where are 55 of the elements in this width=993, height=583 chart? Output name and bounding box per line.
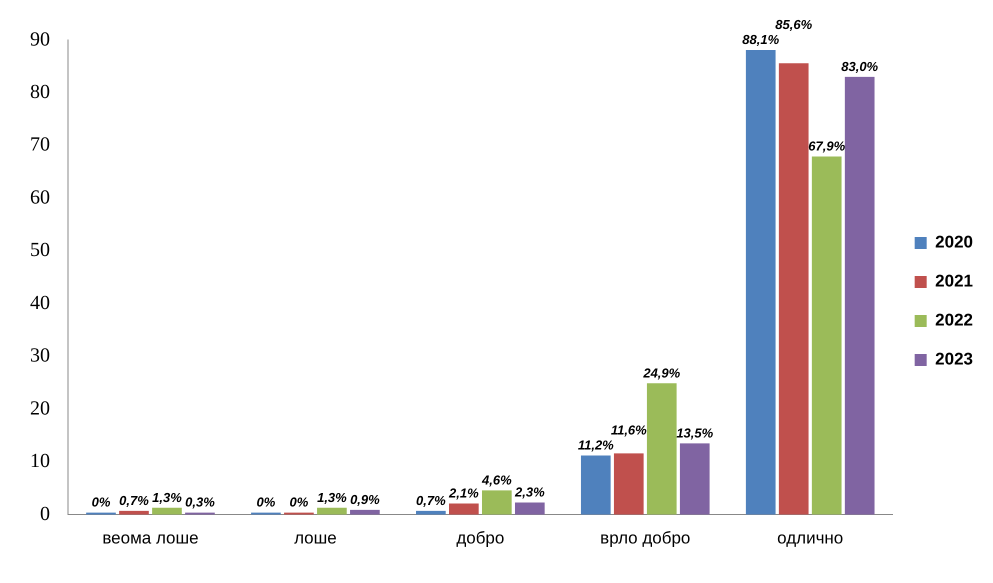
bar (614, 453, 644, 515)
data-label: 67,9% (808, 138, 846, 154)
y-tick-label: 90 (30, 28, 50, 50)
bar (680, 443, 710, 515)
x-tick-label: лоше (294, 528, 337, 548)
x-tick-label: добро (456, 528, 504, 548)
y-tick-label: 70 (30, 134, 50, 156)
data-label: 88,1% (742, 32, 780, 48)
data-label: 1,3% (152, 490, 182, 505)
data-label: 83,0% (841, 58, 879, 74)
data-label: 24,9% (642, 365, 681, 380)
y-tick-label: 0 (40, 502, 50, 525)
legend-label: 2022 (935, 310, 974, 330)
bar (646, 383, 677, 515)
y-tick-label: 30 (30, 344, 50, 367)
data-label: 11,2% (578, 438, 614, 453)
data-label: 1,3% (317, 490, 348, 505)
bar (350, 510, 380, 515)
bar (812, 156, 842, 515)
data-label: 13,5% (676, 425, 714, 440)
data-label: 0,3% (185, 494, 216, 510)
legend-label: 2020 (935, 232, 974, 252)
y-tick-label: 60 (30, 186, 50, 208)
legend-label: 2021 (935, 272, 974, 291)
y-tick-label: 40 (30, 292, 50, 314)
bar (580, 456, 611, 515)
bar (482, 490, 512, 515)
bar (416, 510, 446, 515)
x-tick-label: одлично (777, 528, 844, 548)
data-label: 2,1% (448, 486, 480, 501)
legend-label: 2023 (935, 350, 974, 369)
x-tick-label: врло добро (600, 528, 690, 548)
data-label: 11,6% (610, 422, 648, 438)
data-label: 0,7% (119, 492, 150, 508)
data-label: 4,6% (481, 472, 512, 488)
bar (514, 502, 545, 515)
y-tick-label: 80 (30, 80, 50, 103)
y-tick-label: 10 (30, 450, 50, 472)
bar (746, 50, 776, 515)
data-label: 0% (256, 494, 276, 510)
bar (449, 504, 479, 515)
bar (317, 508, 347, 515)
y-tick-label: 50 (30, 239, 50, 262)
x-tick-label: веома лоше (102, 528, 199, 548)
bar (844, 76, 875, 515)
data-label: 0,9% (350, 492, 380, 507)
data-label: 0% (92, 494, 111, 510)
data-label: 85,6% (775, 17, 813, 32)
data-label: 0,7% (416, 492, 446, 508)
data-label: 0% (290, 494, 309, 510)
y-tick-label: 20 (30, 397, 50, 420)
bar (119, 510, 149, 515)
bar (778, 63, 809, 515)
bar (152, 508, 182, 515)
data-label: 2,3% (514, 484, 546, 500)
